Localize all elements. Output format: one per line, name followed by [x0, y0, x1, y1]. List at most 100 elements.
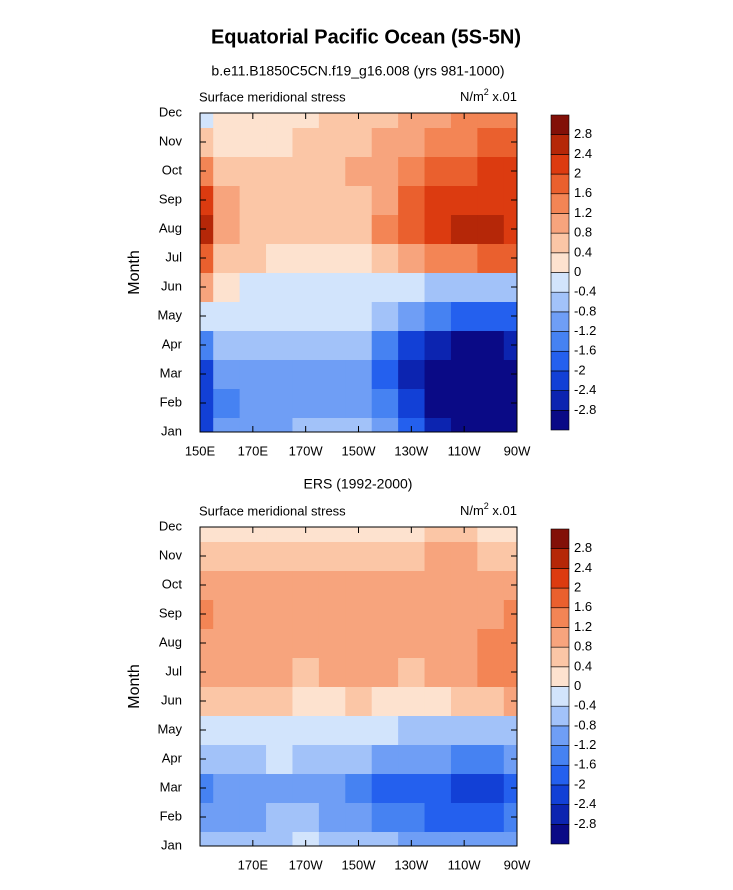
contour-cell — [292, 831, 320, 846]
contour-cell — [371, 113, 399, 128]
contour-cell — [450, 243, 478, 273]
contour-cell — [239, 657, 267, 687]
colorbar-label: 2.4 — [574, 146, 592, 161]
contour-cell — [292, 113, 320, 128]
contour-cell — [398, 113, 426, 128]
contour-cell — [239, 243, 267, 273]
contour-cell — [318, 185, 346, 215]
contour-cell — [292, 330, 320, 360]
panel-title: ERS (1992-2000) — [304, 476, 413, 492]
contour-cell — [477, 599, 505, 629]
x-tick-label: 150W — [342, 857, 377, 872]
contour-cell — [424, 359, 452, 389]
units-label: N/m2 x.01 — [460, 87, 517, 104]
contour-cell — [266, 628, 293, 658]
contour-cell — [424, 185, 452, 215]
contour-cell — [477, 773, 505, 803]
contour-cell — [477, 657, 505, 687]
contour-cell — [200, 802, 214, 832]
panel-title: b.e11.B1850C5CN.f19_g16.008 (yrs 981-100… — [211, 63, 504, 79]
colorbar-box — [550, 568, 570, 589]
contour-cell — [200, 214, 214, 244]
contour-cell — [371, 301, 399, 331]
colorbar-box — [550, 272, 570, 293]
contour-cell — [213, 570, 241, 600]
contour-cell — [266, 388, 293, 418]
units-base: N/m — [460, 89, 484, 104]
contour-cell — [292, 156, 320, 186]
colorbar-box — [550, 193, 570, 214]
colorbar-box — [550, 173, 570, 195]
contour-cell — [213, 359, 241, 389]
contour-cell — [398, 715, 426, 745]
x-tick-label: 170W — [289, 857, 324, 872]
contour-cell — [318, 127, 346, 157]
contour-cell — [450, 541, 478, 571]
contour-cell — [503, 243, 517, 273]
contour-cell — [371, 243, 399, 273]
contour-cell — [450, 388, 478, 418]
contour-cell — [503, 185, 517, 215]
colorbar-box — [550, 705, 570, 727]
contour-cell — [213, 715, 241, 745]
colorbar-box — [550, 764, 570, 786]
contour-cell — [424, 802, 452, 832]
contour-cell — [345, 243, 373, 273]
contour-cell — [371, 214, 399, 244]
x-tick-label: 90W — [504, 443, 531, 458]
contour-cell — [292, 185, 320, 215]
contour-cell — [503, 301, 517, 331]
contour-cell — [345, 127, 373, 157]
contour-cell — [239, 185, 267, 215]
colorbar-box — [550, 410, 570, 431]
contour-cell — [318, 156, 346, 186]
colorbar-label: 1.2 — [574, 205, 592, 220]
contour-cell — [424, 686, 452, 716]
x-tick-label: 170W — [289, 443, 324, 458]
y-tick-label: Nov — [159, 547, 183, 562]
contour-cell — [398, 330, 426, 360]
x-tick-label: 170E — [238, 857, 269, 872]
contour-cell — [200, 599, 214, 629]
colorbar-box — [550, 114, 570, 135]
colorbar-box — [550, 350, 570, 372]
contour-cell — [266, 541, 293, 571]
contour-cell — [371, 628, 399, 658]
colorbar-label: -0.8 — [574, 717, 596, 732]
contour-cell — [200, 628, 214, 658]
contour-cell — [345, 657, 373, 687]
colorbar-label: 0.8 — [574, 225, 592, 240]
contour-cell — [266, 127, 293, 157]
contour-cell — [398, 831, 426, 846]
contour-cell — [477, 628, 505, 658]
colorbar-label: -2.4 — [574, 796, 596, 811]
contour-cell — [200, 185, 214, 215]
contour-cell — [200, 773, 214, 803]
contour-cell — [503, 214, 517, 244]
contour-cell — [292, 527, 320, 542]
y-tick-label: Mar — [160, 779, 183, 794]
contour-cell — [200, 657, 214, 687]
contour-cell — [345, 599, 373, 629]
contour-cell — [371, 527, 399, 542]
contour-cell — [239, 744, 267, 774]
colorbar-label: 0.8 — [574, 639, 592, 654]
colorbar-box — [550, 134, 570, 155]
contour-cell — [398, 773, 426, 803]
contour-cell — [266, 657, 293, 687]
contour-cell — [318, 301, 346, 331]
contour-cell — [213, 272, 241, 302]
contour-cell — [345, 831, 373, 846]
contour-field — [200, 527, 517, 846]
contour-cell — [292, 214, 320, 244]
contour-cell — [398, 802, 426, 832]
contour-cell — [292, 243, 320, 273]
y-tick-label: Feb — [160, 808, 182, 823]
contour-cell — [239, 113, 267, 128]
contour-cell — [266, 744, 293, 774]
contour-cell — [200, 831, 214, 846]
contour-cell — [450, 113, 478, 128]
contour-cell — [371, 127, 399, 157]
contour-cell — [200, 686, 214, 716]
contour-cell — [318, 773, 346, 803]
